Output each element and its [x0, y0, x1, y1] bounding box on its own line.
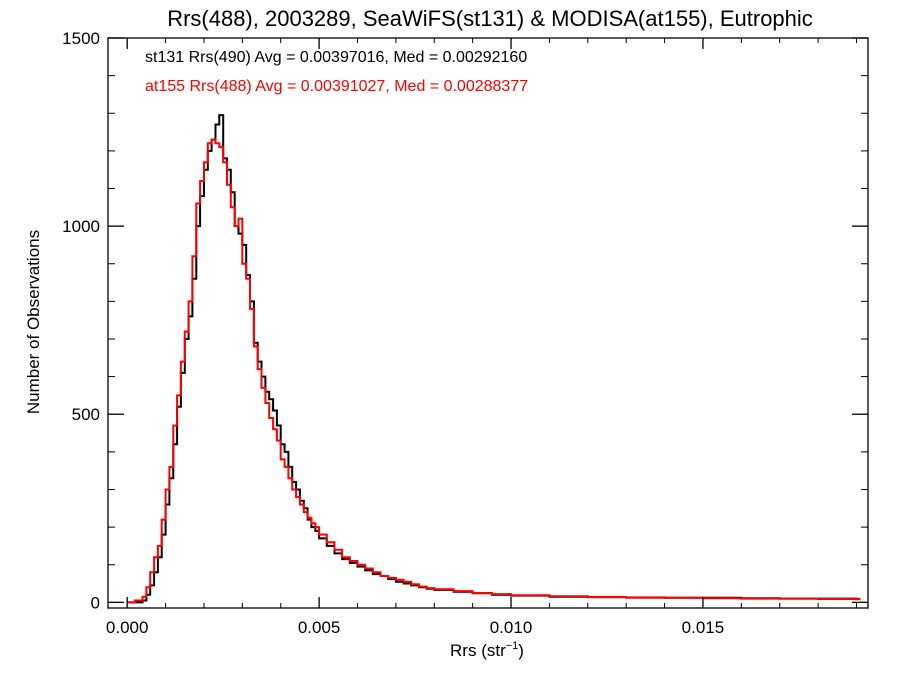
y-axis-ticks: 0 500 1000 1500 [62, 29, 868, 612]
series-line-at155 [127, 138, 861, 604]
x-tick-label: 0.000 [106, 618, 149, 637]
legend-entry-st131: st131 Rrs(490) Avg = 0.00397016, Med = 0… [145, 49, 527, 66]
x-axis-label-close: ) [518, 641, 524, 660]
legend-entry-at155: at155 Rrs(488) Avg = 0.00391027, Med = 0… [145, 78, 528, 95]
x-tick-label: 0.005 [298, 618, 341, 637]
x-axis-label: Rrs (str−1) [450, 640, 524, 660]
x-axis-ticks: 0.000 0.005 0.010 0.015 [106, 38, 857, 637]
x-tick-label: 0.010 [490, 618, 533, 637]
series-line-st131 [127, 114, 861, 604]
y-tick-label: 1000 [62, 217, 100, 236]
y-axis-label: Number of Observations [24, 230, 43, 414]
chart-title: Rrs(488), 2003289, SeaWiFS(st131) & MODI… [167, 6, 813, 31]
plot-frame [107, 37, 869, 609]
y-tick-label: 0 [91, 593, 100, 612]
y-tick-label: 1500 [62, 29, 100, 48]
legend: st131 Rrs(490) Avg = 0.00397016, Med = 0… [145, 49, 528, 95]
x-tick-label: 0.015 [682, 618, 725, 637]
y-tick-label: 500 [72, 405, 100, 424]
series-layer [127, 114, 861, 604]
x-axis-label-base: Rrs (str [450, 641, 506, 660]
x-axis-label-superscript: −1 [506, 640, 519, 652]
